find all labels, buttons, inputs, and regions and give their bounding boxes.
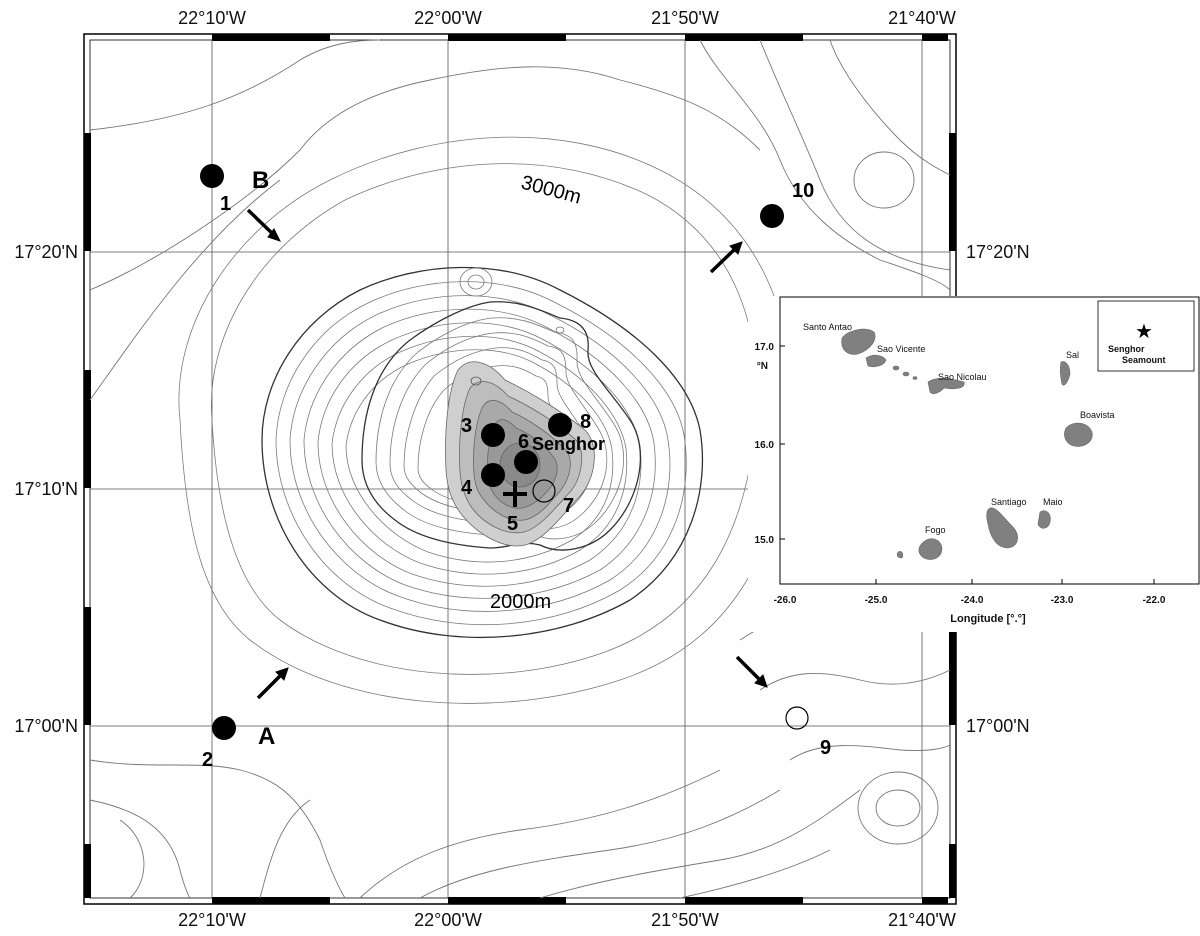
top-lon-label: 22°10'W <box>178 8 246 28</box>
station-4-marker <box>481 463 505 487</box>
arrow-ne <box>709 245 739 274</box>
station-10-marker <box>760 204 784 228</box>
arrow-se <box>735 655 764 684</box>
station-3-label: 3 <box>461 415 472 437</box>
right-lat-label: 17°00'N <box>966 716 1030 736</box>
bottom-lon-label: 21°50'W <box>651 910 719 930</box>
station-9-label: 9 <box>820 737 831 759</box>
bottom-lon-label: 21°40'W <box>888 910 956 930</box>
legend-label-line1: Senghor <box>1108 344 1145 354</box>
station-5-label: 5 <box>507 513 518 535</box>
inset-lon-tick: -25.0 <box>865 595 888 606</box>
island-label: Sao Vicente <box>877 344 925 354</box>
coordinate-labels: 22°10'W 22°00'W 21°50'W 21°40'W 22°10'W … <box>14 8 1029 930</box>
inset-legend-box <box>1097 300 1195 372</box>
inset-lat-tick: 15.0 <box>755 535 775 546</box>
station-1-label: 1 <box>220 193 231 215</box>
star-icon: ★ <box>1135 319 1153 343</box>
inset-x-axis-title: Longitude [°.°] <box>950 613 1026 625</box>
island-label: Santo Antao <box>803 322 852 332</box>
station-5-marker <box>503 481 527 507</box>
background-contours <box>89 39 951 899</box>
stations <box>200 164 809 740</box>
left-lat-label: 17°20'N <box>14 242 78 262</box>
bottom-lon-label: 22°00'W <box>414 910 482 930</box>
station-6-label: 6 <box>518 431 529 453</box>
inset-map: ★ Senghor Seamount Santo Antao Sao Vicen… <box>748 296 1200 632</box>
inset-lon-tick: -23.0 <box>1051 595 1074 606</box>
flow-label-b: B <box>252 167 269 194</box>
left-lat-label: 17°00'N <box>14 716 78 736</box>
island-fogo <box>918 538 943 560</box>
arrow-a <box>256 671 285 700</box>
contour-label-2000: 2000m <box>490 591 551 613</box>
inset-lon-tick: -26.0 <box>774 595 797 606</box>
current-arrows <box>246 208 768 700</box>
island-label: Sao Nicolau <box>938 372 987 382</box>
inset-lat-tick: 17.0 <box>755 342 775 353</box>
left-lat-label: 17°10'N <box>14 479 78 499</box>
station-1-marker <box>200 164 224 188</box>
station-2-label: 2 <box>202 749 213 771</box>
frame-ticks <box>84 34 956 904</box>
station-9-marker <box>785 706 809 730</box>
legend-label-line2: Seamount <box>1122 355 1166 365</box>
island-sal <box>1060 361 1071 386</box>
inset-lon-tick: -24.0 <box>961 595 984 606</box>
top-lon-label: 21°50'W <box>651 8 719 28</box>
bottom-lon-label: 22°10'W <box>178 910 246 930</box>
station-2-marker <box>212 716 236 740</box>
island-sao-nicolau <box>927 377 965 394</box>
station-8-marker <box>548 413 572 437</box>
island-label: Boavista <box>1080 410 1115 420</box>
island-santo-antao <box>841 328 876 355</box>
island-sao-vicente <box>865 354 887 368</box>
station-10-label: 10 <box>792 180 814 202</box>
flow-label-a: A <box>258 723 275 750</box>
island-label: Fogo <box>925 525 946 535</box>
station-7-marker <box>532 479 556 503</box>
inset-lat-unit: °N <box>757 361 768 372</box>
inset-lon-tick: -22.0 <box>1143 595 1166 606</box>
station-4-label: 4 <box>461 477 473 499</box>
inset-islands <box>841 328 1093 560</box>
seamount-name-label: Senghor <box>532 434 605 454</box>
right-lat-label: 17°20'N <box>966 242 1030 262</box>
station-7-label: 7 <box>563 495 574 517</box>
station-3-marker <box>481 423 505 447</box>
island-label: Santiago <box>991 497 1027 507</box>
island-maio <box>1037 510 1051 529</box>
top-lon-label: 21°40'W <box>888 8 956 28</box>
station-6-marker <box>514 450 538 474</box>
island-santiago <box>986 507 1018 549</box>
island-boavista <box>1064 422 1093 447</box>
inset-lat-tick: 16.0 <box>755 440 775 451</box>
top-lon-label: 22°00'W <box>414 8 482 28</box>
station-labels: 1 2 3 4 5 6 7 8 9 10 <box>202 180 831 771</box>
island-label: Sal <box>1066 350 1079 360</box>
island-label: Maio <box>1043 497 1063 507</box>
station-8-label: 8 <box>580 411 591 433</box>
